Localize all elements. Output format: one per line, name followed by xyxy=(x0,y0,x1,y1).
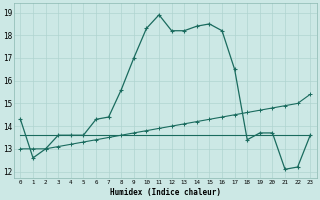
X-axis label: Humidex (Indice chaleur): Humidex (Indice chaleur) xyxy=(110,188,221,197)
